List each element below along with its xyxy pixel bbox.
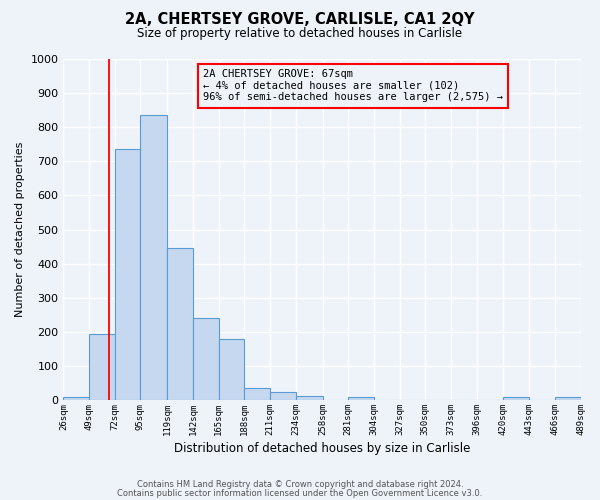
Bar xyxy=(140,116,167,400)
Bar xyxy=(348,398,374,400)
X-axis label: Distribution of detached houses by size in Carlisle: Distribution of detached houses by size … xyxy=(174,442,470,455)
Bar xyxy=(555,396,581,400)
Bar xyxy=(167,248,193,400)
Text: 2A CHERTSEY GROVE: 67sqm
← 4% of detached houses are smaller (102)
96% of semi-d: 2A CHERTSEY GROVE: 67sqm ← 4% of detache… xyxy=(203,69,503,102)
Bar xyxy=(244,388,270,400)
Text: Size of property relative to detached houses in Carlisle: Size of property relative to detached ho… xyxy=(137,28,463,40)
Text: 2A, CHERTSEY GROVE, CARLISLE, CA1 2QY: 2A, CHERTSEY GROVE, CARLISLE, CA1 2QY xyxy=(125,12,475,28)
Bar xyxy=(115,150,140,400)
Text: Contains public sector information licensed under the Open Government Licence v3: Contains public sector information licen… xyxy=(118,488,482,498)
Bar xyxy=(64,396,89,400)
Bar xyxy=(218,340,244,400)
Bar xyxy=(503,398,529,400)
Y-axis label: Number of detached properties: Number of detached properties xyxy=(15,142,25,317)
Bar xyxy=(296,396,323,400)
Bar xyxy=(89,334,115,400)
Text: Contains HM Land Registry data © Crown copyright and database right 2024.: Contains HM Land Registry data © Crown c… xyxy=(137,480,463,489)
Bar xyxy=(193,318,218,400)
Bar xyxy=(270,392,296,400)
